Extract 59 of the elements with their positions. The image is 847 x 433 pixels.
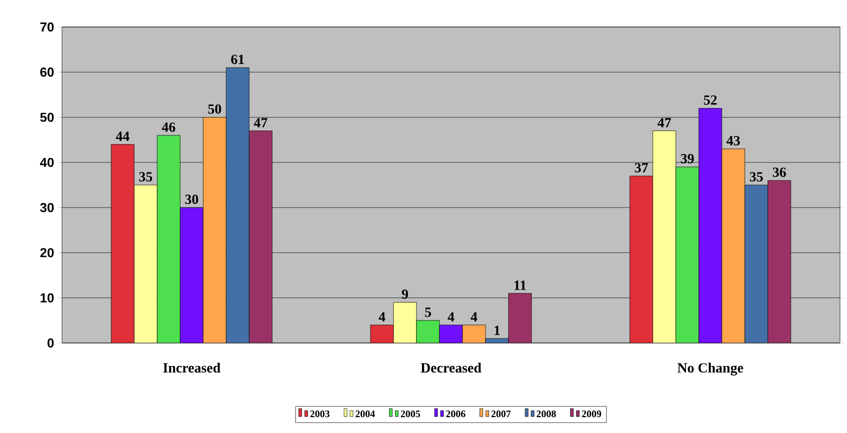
data-label: 4 [448,312,454,322]
bar [180,207,204,343]
y-tick-label: 50 [40,112,54,122]
y-tick-label: 40 [40,158,54,168]
data-label: 50 [208,104,222,114]
bar [248,130,272,343]
data-label: 44 [116,132,130,141]
data-label: 35 [139,172,152,182]
bar [202,117,226,343]
data-label: 1 [494,326,500,335]
data-label: 47 [254,118,268,128]
data-label: 43 [726,136,740,146]
x-tick-label: Increased [163,362,220,373]
y-tick-label: 0 [48,338,54,348]
legend-label: 2003 [310,410,330,418]
bar [722,148,746,343]
bar [439,324,463,343]
y-tick-label: 70 [40,22,54,32]
bar [134,184,158,343]
y-tick-label: 30 [40,202,54,212]
data-label: 47 [658,118,671,128]
bar [370,324,394,343]
data-label: 30 [185,194,198,204]
bar [744,184,768,343]
bar [393,302,417,343]
bar [508,293,532,343]
y-tick-label: 20 [40,248,54,258]
data-label: 37 [634,163,648,172]
data-label: 52 [704,95,717,105]
bar [698,108,722,343]
data-label: 4 [378,312,386,322]
legend-label: 2007 [491,410,511,418]
bar [462,324,486,343]
legend-label: 2008 [536,410,556,418]
data-label: 11 [514,280,526,290]
x-tick-label: Decreased [420,362,482,373]
data-label: 61 [231,54,244,64]
bar [768,180,792,343]
legend-label: 2006 [446,410,466,418]
y-tick-label: 60 [40,68,54,77]
bar [416,320,440,343]
bar [652,130,676,343]
data-label: 5 [425,308,431,317]
bar [226,67,250,343]
x-tick-label: No Change [677,362,744,376]
bar [676,166,700,343]
data-label: 46 [162,122,176,132]
data-label: 35 [750,172,763,182]
legend-label: 2005 [400,410,420,418]
bar [156,135,180,343]
data-label: 4 [470,312,478,322]
data-label: 9 [402,289,408,299]
data-label: 39 [680,154,694,164]
bar [630,176,654,343]
bar [110,144,134,343]
y-tick-label: 10 [40,293,54,302]
legend-label: 2009 [582,410,602,418]
legend-label: 2004 [356,410,375,418]
data-label: 36 [772,168,786,177]
